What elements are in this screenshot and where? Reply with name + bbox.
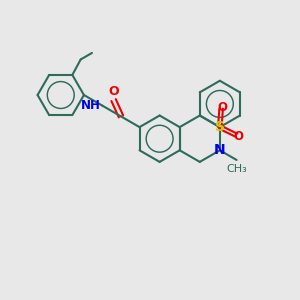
Text: O: O — [233, 130, 243, 143]
Text: NH: NH — [81, 99, 101, 112]
Text: S: S — [215, 120, 225, 134]
Text: N: N — [214, 143, 226, 157]
Text: O: O — [108, 85, 119, 98]
Text: CH₃: CH₃ — [226, 164, 247, 173]
Text: O: O — [218, 101, 228, 114]
